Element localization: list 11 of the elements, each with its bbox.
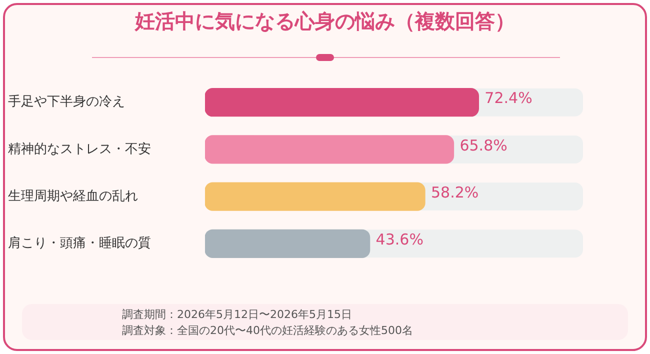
y-tick-label: 手足や下半身の冷え — [8, 94, 125, 110]
data-label: 43.6% — [376, 230, 424, 249]
text: 調査対象：全国の20代〜40代の妊活経験のある女性500名 — [122, 323, 413, 339]
y-tick-label: 肩こり・頭痛・睡眠の質 — [8, 235, 151, 252]
data-label: 65.8% — [460, 136, 508, 154]
y-tick-label: 生理周期や経血の乱れ — [8, 188, 138, 204]
data-label: 72.4% — [484, 89, 532, 108]
y-tick-label: 精神的なストレス・不安 — [8, 140, 151, 157]
text: 調査期間：2026年5月12日〜2026年5月15日 — [122, 307, 353, 323]
chart-title: 妊活中に気になる心身の悩み（複数回答） — [134, 8, 516, 35]
data-label: 58.2% — [430, 183, 479, 202]
